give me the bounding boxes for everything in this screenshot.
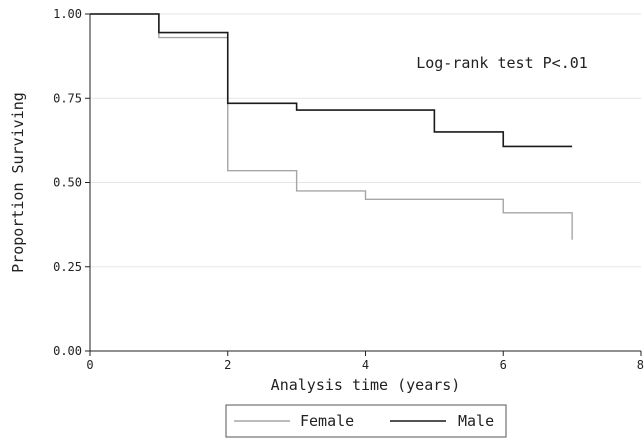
y-tick-label: 0.75 [53, 91, 82, 105]
y-tick-label: 0.00 [53, 344, 82, 358]
logrank-annotation: Log-rank test P<.01 [416, 54, 588, 72]
y-axis-title: Proportion Surviving [9, 92, 27, 273]
y-tick-label: 0.50 [53, 176, 82, 190]
legend-label-female: Female [300, 412, 354, 430]
y-tick-label: 1.00 [53, 7, 82, 21]
series-line-female [90, 13, 573, 240]
x-tick-label: 4 [362, 358, 369, 372]
series-line-male [90, 13, 573, 148]
y-tick-label: 0.25 [53, 260, 82, 274]
x-tick-label: 8 [637, 358, 644, 372]
x-tick-label: 6 [500, 358, 507, 372]
legend-label-male: Male [458, 412, 494, 430]
x-tick-label: 0 [86, 358, 93, 372]
x-tick-label: 2 [224, 358, 231, 372]
x-axis-title: Analysis time (years) [271, 376, 461, 394]
